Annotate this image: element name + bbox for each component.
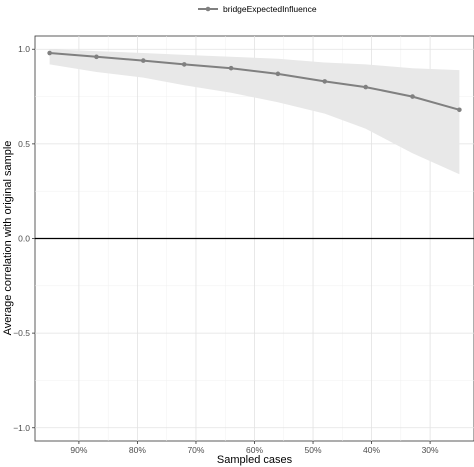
legend: bridgeExpectedInfluence [198,4,317,14]
x-axis-title: Sampled cases [217,454,293,466]
data-point [363,84,369,90]
legend-label: bridgeExpectedInfluence [223,4,317,14]
data-point [181,62,187,67]
axis-tick-labels: 90% 80% 70% 60% 50% 40% 30% 1.0 0.5 0.0 −0.5 −1.0 [13,44,439,455]
y-tick-label: 1.0 [18,44,30,54]
data-point [94,54,99,60]
data-point [140,58,146,63]
y-tick-label: −0.5 [13,328,30,338]
y-axis-title: Average correlation with original sample [2,141,14,336]
confidence-band-layer [49,49,460,175]
x-tick-label: 90% [70,445,87,455]
series-line-layer [47,50,462,113]
x-tick-label: 70% [187,445,204,455]
x-tick-label: 80% [129,445,146,455]
x-tick-label: 60% [246,445,263,455]
y-tick-label: −1.0 [13,423,30,433]
confidence-band [49,49,460,175]
y-tick-label: 0.5 [18,139,30,149]
data-point [322,79,328,84]
x-tick-label: 40% [363,445,380,455]
x-tick-label: 30% [422,445,439,455]
axis-ticks [32,48,431,444]
data-point [47,50,52,56]
data-point [410,94,415,99]
series-line [49,52,460,111]
x-tick-label: 50% [305,445,322,455]
data-point [228,65,234,71]
legend-marker [205,6,211,12]
y-tick-label: 0.0 [18,234,30,244]
data-point [457,107,462,113]
data-point [275,71,281,77]
